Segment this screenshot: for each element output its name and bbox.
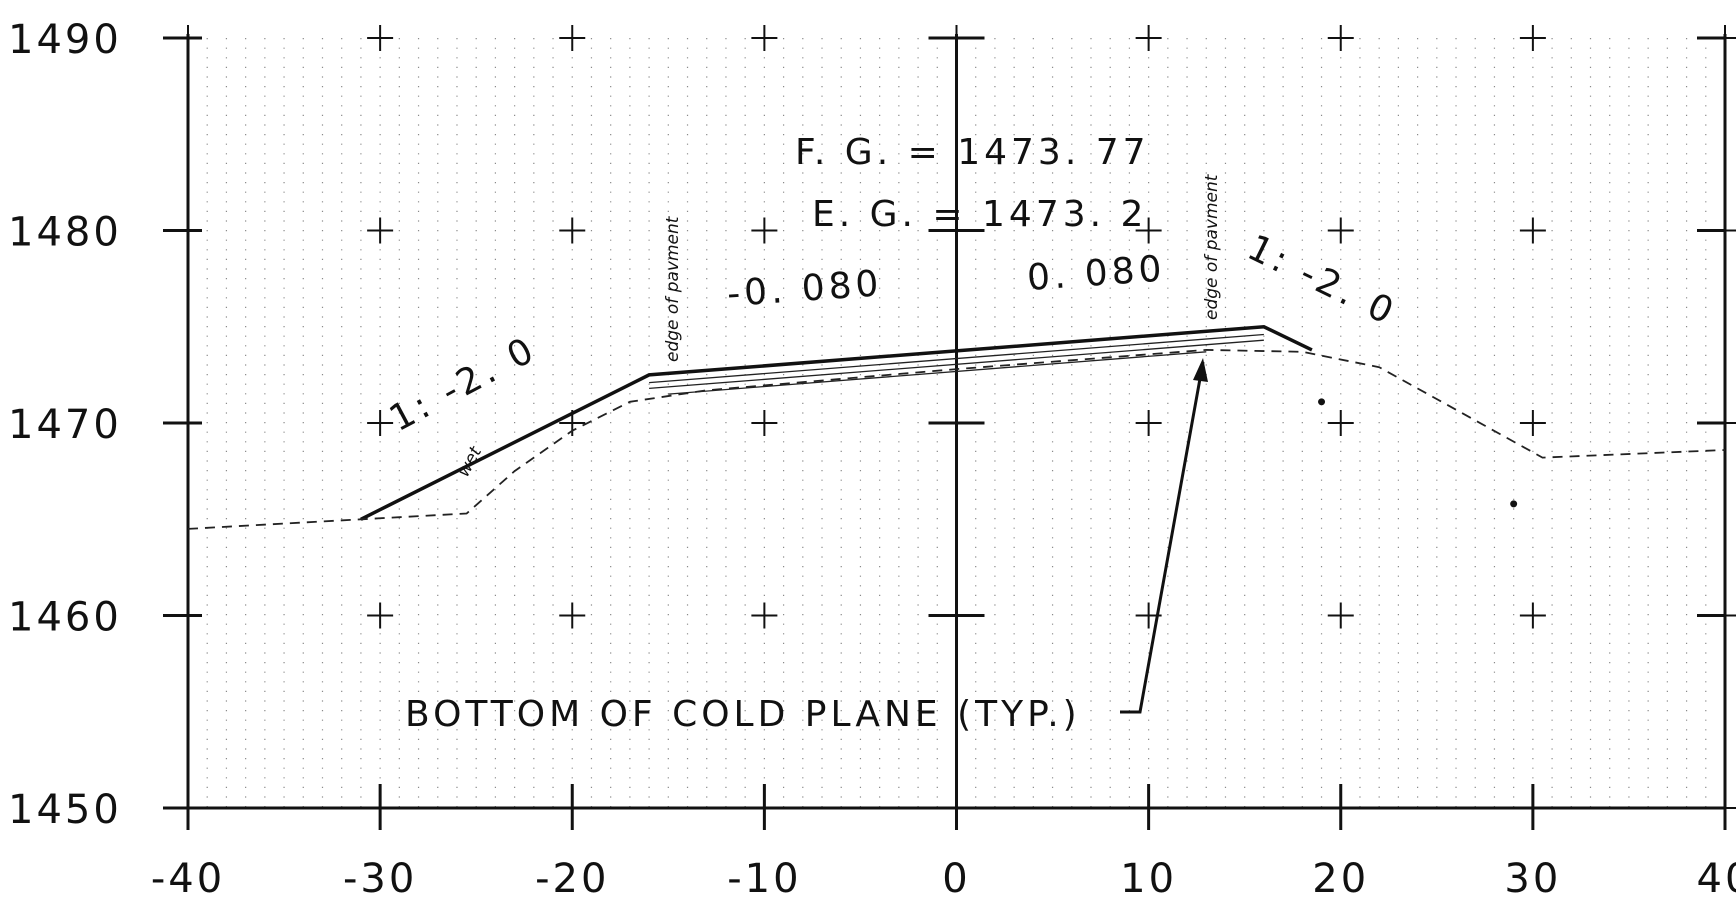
x-tick-label: 0 — [942, 856, 970, 902]
y-tick-label: 1470 — [8, 402, 122, 448]
y-tick-label: 1450 — [8, 787, 122, 833]
x-tick-label: -10 — [727, 856, 801, 902]
profile-line-solid-thin — [649, 339, 1264, 390]
survey-point — [1510, 500, 1518, 508]
survey-point — [1318, 398, 1326, 406]
y-tick-label: 1460 — [8, 595, 122, 641]
cold-plane-callout-label: BOTTOM OF COLD PLANE (TYP.) — [405, 694, 1081, 735]
callout-leader-arrow — [1120, 358, 1208, 714]
profile-line-dashed — [187, 348, 1726, 530]
side-slope-left-label: 1: -2. 0 — [383, 329, 544, 440]
side-slope-right-label: 1: -2. 0 — [1241, 227, 1403, 334]
x-tick-label: 10 — [1120, 856, 1177, 902]
y-tick-label: 1490 — [8, 17, 122, 63]
profile-line-solid-thin — [668, 351, 1207, 395]
edge-of-pavement-left-label: edge of pavment — [663, 215, 683, 362]
edge-of-pavement-right-label: edge of pavment — [1202, 173, 1222, 320]
wet-label: wet — [454, 442, 487, 480]
cross-slope-right-label: 0. 080 — [1026, 248, 1167, 299]
x-tick-label: -30 — [343, 856, 417, 902]
profile-lines — [187, 325, 1726, 530]
x-tick-label: -40 — [151, 856, 225, 902]
finished-grade-label: F. G. = 1473. 77 — [795, 132, 1150, 173]
profile-line-solid-thin — [649, 333, 1264, 384]
axes — [163, 34, 1727, 830]
existing-grade-label: E. G. = 1473. 2 — [812, 194, 1147, 235]
x-tick-label: 20 — [1312, 856, 1369, 902]
survey-points — [1318, 398, 1518, 508]
x-tick-label: -20 — [535, 856, 609, 902]
x-tick-label: 30 — [1504, 856, 1561, 902]
x-tick-label: 40 — [1697, 856, 1736, 902]
tick-labels: 1450 1460 1470 1480 1490 -40 -30 -20 -10 0 10 20 30 4… — [8, 17, 1736, 902]
y-tick-label: 1480 — [8, 210, 122, 256]
profile-line-solid-heavy — [360, 325, 1313, 521]
